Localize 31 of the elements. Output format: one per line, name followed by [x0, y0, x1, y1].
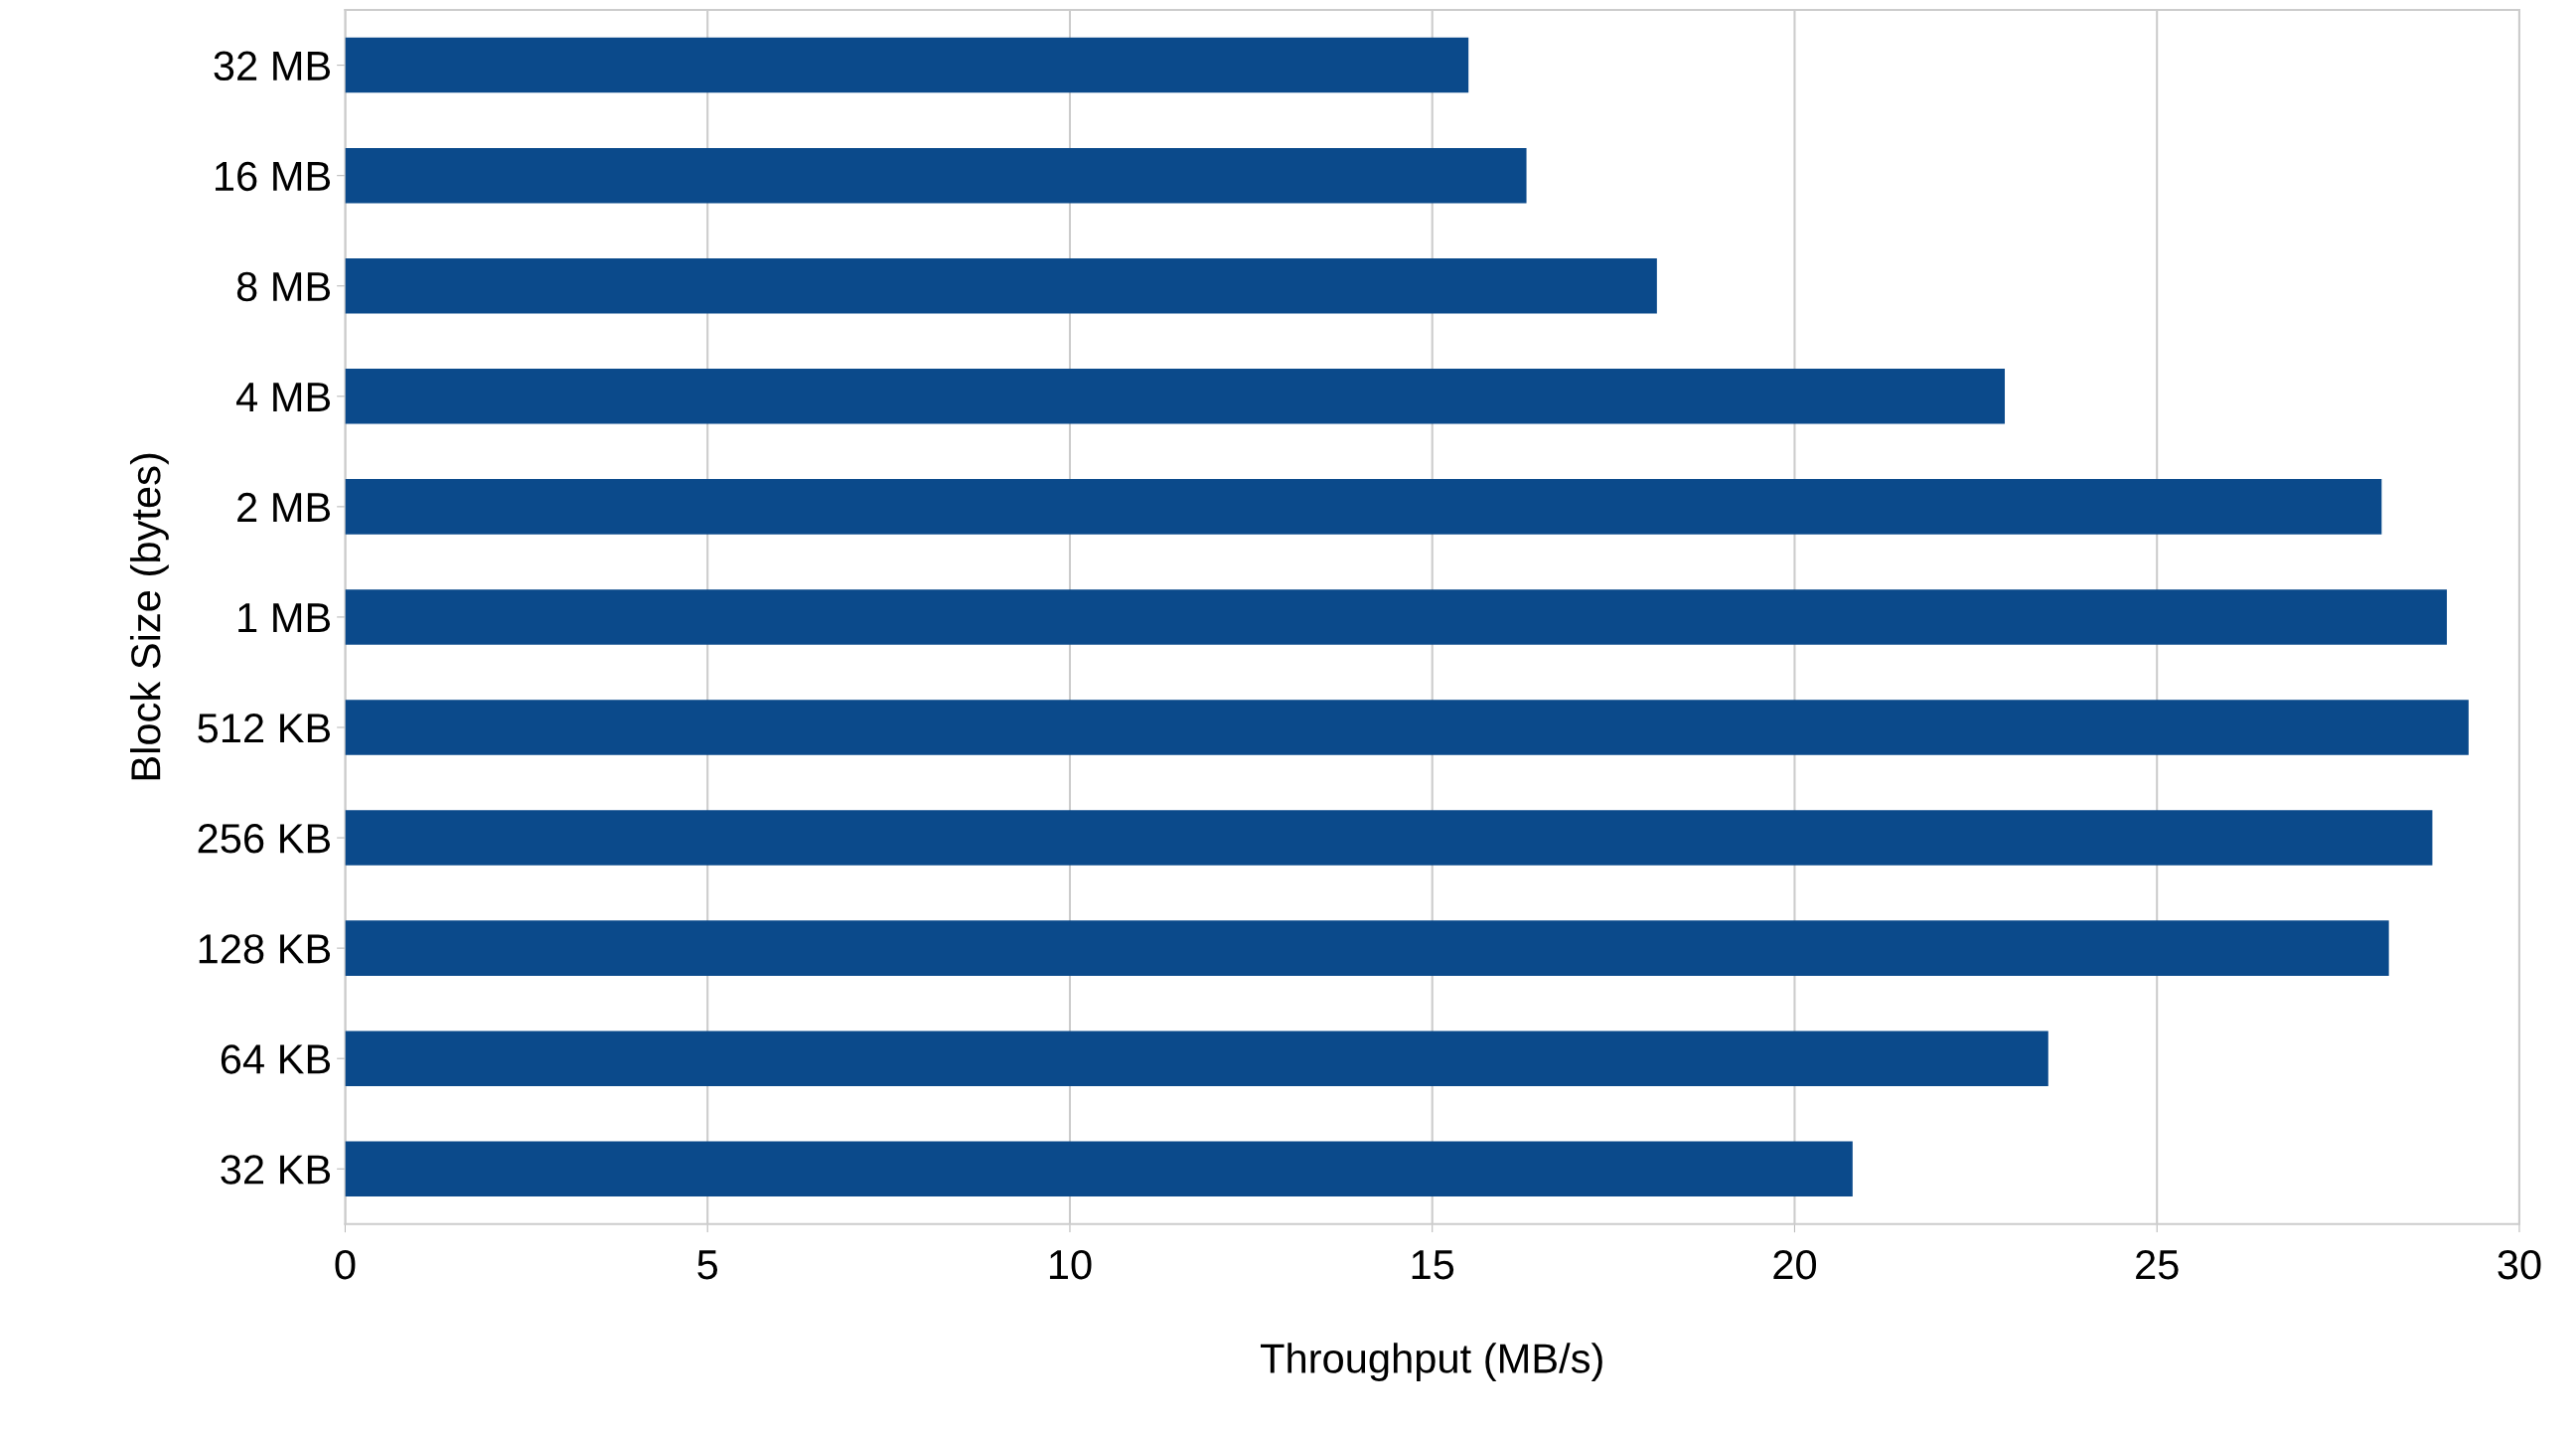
y-tick-label: 8 MB [236, 271, 331, 302]
x-tick-label: 10 [1049, 1249, 1092, 1280]
bar [345, 479, 2382, 535]
x-tick-label: 25 [2136, 1249, 2179, 1280]
bar [345, 147, 1527, 204]
y-tick-label: 32 MB [214, 51, 331, 81]
bar [345, 810, 2433, 866]
x-tick-label: 0 [335, 1249, 356, 1280]
y-tick-label: 1 MB [238, 603, 331, 633]
bar [345, 700, 2469, 755]
y-tick-label: 4 MB [235, 383, 331, 411]
bar [345, 589, 2447, 645]
x-axis-title: Throughput (MB/s) [1260, 1343, 1602, 1382]
y-tick-label: 512 KB [198, 714, 331, 743]
y-tick-label: 128 KB [199, 934, 331, 964]
bar [345, 37, 1469, 93]
x-tick-label: 20 [1773, 1249, 1816, 1280]
y-tick-label: 64 KB [221, 1044, 331, 1074]
bar [345, 257, 1657, 314]
y-tick-label: 32 KB [221, 1155, 331, 1185]
x-tick-label: 30 [2498, 1249, 2541, 1280]
bar [345, 920, 2389, 976]
bar [345, 1141, 1853, 1197]
x-tick-label: 15 [1412, 1250, 1454, 1280]
x-tick-label: 5 [697, 1250, 718, 1280]
y-tick-label: 16 MB [216, 161, 331, 192]
bar [345, 369, 2006, 424]
y-tick-label: 2 MB [237, 492, 331, 522]
y-tick-label: 256 KB [198, 824, 331, 854]
y-axis-title: Block Size (bytes) [129, 453, 169, 780]
bar [345, 1031, 2048, 1086]
